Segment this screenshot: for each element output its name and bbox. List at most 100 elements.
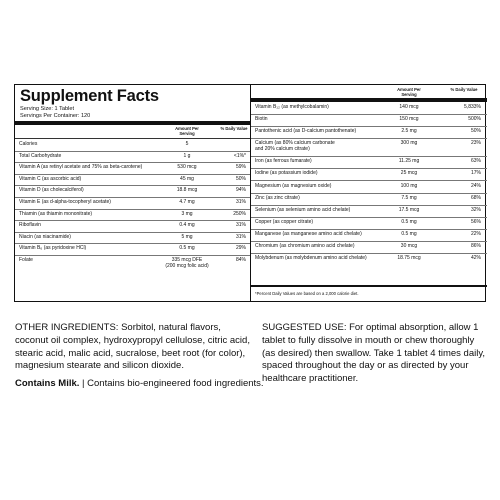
nutrient-amount: 0.5 mg xyxy=(401,218,417,225)
nutrient-name: Manganese (as manganese amino acid chela… xyxy=(255,230,362,237)
nutrient-amount: 300 mg xyxy=(400,140,418,147)
thick-divider-right xyxy=(251,98,487,102)
facts-right-column: Amount Per Serving % Daily Value Vitamin… xyxy=(251,85,487,301)
nutrient-amount: 100 mg xyxy=(400,182,418,189)
nutrient-name: Selenium (as selenium amino acid chelate… xyxy=(255,206,351,213)
nutrient-amount: 4.7 mg xyxy=(179,199,195,205)
nutrient-row: Zinc (as zinc citrate) 7.5 mg 68% xyxy=(251,194,487,206)
nutrient-daily-value: 94% xyxy=(235,187,246,194)
nutrient-amount: 2.5 mg xyxy=(401,128,417,135)
contains-milk: Contains Milk. xyxy=(15,378,80,389)
bioengineered-statement: | Contains bio-engineered food ingredien… xyxy=(79,378,264,389)
nutrient-name: Iron (as ferrous fumarate) xyxy=(255,158,312,165)
nutrient-amount: 25 mcg xyxy=(400,170,418,177)
nutrient-row: Calories 5 xyxy=(15,140,250,152)
nutrient-name: Zinc (as zinc citrate) xyxy=(255,194,300,201)
nutrient-row: Copper (as copper citrate) 0.5 mg 56% xyxy=(251,218,487,230)
bottom-divider xyxy=(251,285,487,287)
nutrient-name: Iodine (as potassium iodide) xyxy=(255,170,318,177)
nutrient-name: Vitamin C (as ascorbic acid) xyxy=(19,175,82,182)
nutrient-daily-value: 31% xyxy=(235,222,246,229)
nutrient-row: Selenium (as selenium amino acid chelate… xyxy=(251,206,487,218)
nutrient-name: Molybdenum (as molybdenum amino acid che… xyxy=(255,255,367,262)
nutrient-name: Chromium (as chromium amino acid chelate… xyxy=(255,243,355,249)
nutrient-amount: 17.5 mcg xyxy=(398,206,420,213)
nutrient-amount: 0.5 mg xyxy=(401,230,417,237)
nutrient-amount: 7.5 mg xyxy=(401,194,417,201)
nutrient-daily-value: 250% xyxy=(233,210,246,217)
nutrient-row: Total Carbohydrate 1 g <1%* xyxy=(15,152,250,164)
nutrient-row: Vitamin C (as ascorbic acid) 45 mg 50% xyxy=(15,175,250,187)
nutrient-row: Magnesium (as magnesium oxide) 100 mg 24% xyxy=(251,182,487,194)
nutrient-amount: 150 mcg xyxy=(399,116,419,123)
nutrient-daily-value: 56% xyxy=(470,218,481,225)
nutrient-row: Manganese (as manganese amino acid chela… xyxy=(251,230,487,242)
nutrient-daily-value: 17% xyxy=(470,170,481,177)
nutrient-name: Vitamin A (as retinyl acetate and 75% as… xyxy=(19,164,143,171)
nutrient-amount: 5 xyxy=(185,141,189,147)
nutrient-name: Vitamin B₆ (as pyridoxine HCl) xyxy=(19,245,87,252)
nutrient-daily-value: <1%* xyxy=(233,152,246,159)
nutrient-name-line2: and 20% calcium citrate) xyxy=(255,146,310,153)
nutrient-daily-value: 24% xyxy=(470,182,481,189)
nutrient-daily-value: 84% xyxy=(235,257,246,263)
nutrient-daily-value: 50% xyxy=(235,175,246,182)
nutrient-amount: 140 mcg xyxy=(399,104,419,110)
nutrient-name: Niacin (as niacinamide) xyxy=(19,233,71,240)
nutrient-amount: 0.5 mg xyxy=(179,245,195,252)
nutrient-name: Vitamin B₁₂ (as methylcobalamin) xyxy=(255,104,329,110)
nutrient-amount-line2: (200 mcg folic acid) xyxy=(165,263,209,269)
amount-header: Amount Per Serving xyxy=(175,126,199,136)
nutrient-daily-value: 59% xyxy=(235,164,246,171)
nutrient-row: Iron (as ferrous fumarate) 11.25 mg 63% xyxy=(251,157,487,170)
supplement-facts-panel: Supplement Facts Serving Size: 1 Tablet … xyxy=(14,84,487,302)
serving-size: Serving Size: 1 Tablet xyxy=(20,106,75,112)
nutrient-daily-value: 68% xyxy=(470,194,481,201)
nutrient-amount: 335 mcg DFE (200 mcg folic acid) xyxy=(165,257,209,269)
nutrient-amount: 18.75 mcg xyxy=(397,255,421,262)
nutrient-row: Vitamin B₆ (as pyridoxine HCl) 0.5 mg 29% xyxy=(15,244,250,256)
nutrient-daily-value: 5,833% xyxy=(464,104,481,110)
nutrient-row: Iodine (as potassium iodide) 25 mcg 17% xyxy=(251,169,487,182)
nutrient-daily-value: 31% xyxy=(235,233,246,240)
nutrient-name: Total Carbohydrate xyxy=(19,152,62,159)
nutrient-row: Biotin 150 mcg 500% xyxy=(251,115,487,128)
nutrient-daily-value: 500% xyxy=(468,116,481,123)
nutrient-daily-value: 31% xyxy=(235,199,246,205)
nutrient-amount: 3 mg xyxy=(181,210,193,217)
nutrient-daily-value: 50% xyxy=(470,128,481,135)
nutrient-amount: 11.25 mg xyxy=(398,158,420,165)
nutrient-amount: 45 mg xyxy=(180,175,194,182)
nutrient-name: Riboflavin xyxy=(19,222,41,229)
nutrient-name: Pantothenic acid (as D-calcium pantothen… xyxy=(255,128,357,135)
nutrient-row: Vitamin B₁₂ (as methylcobalamin) 140 mcg 5… xyxy=(251,103,487,116)
nutrient-daily-value: 86% xyxy=(470,243,481,249)
servings-per-container: Servings Per Container: 120 xyxy=(20,113,91,119)
dv-header: % Daily Value xyxy=(220,126,248,131)
nutrient-row: Vitamin D (as cholecalciferol) 18.8 mcg 94… xyxy=(15,186,250,198)
nutrient-name: Biotin xyxy=(255,116,268,123)
nutrient-amount: 530 mcg xyxy=(177,164,197,171)
nutrient-row: Vitamin E (as d-alpha-tocopheryl acetate… xyxy=(15,198,250,210)
nutrient-row: Vitamin A (as retinyl acetate and 75% as… xyxy=(15,163,250,175)
nutrient-row: Molybdenum (as molybdenum amino acid che… xyxy=(251,254,487,266)
nutrient-row: Chromium (as chromium amino acid chelate… xyxy=(251,242,487,255)
nutrient-daily-value: 29% xyxy=(235,245,246,252)
header-divider xyxy=(15,138,250,139)
nutrient-name: Folate xyxy=(19,257,33,263)
nutrient-amount: 18.8 mcg xyxy=(176,187,198,194)
nutrient-daily-value: 23% xyxy=(470,140,481,147)
nutrient-row: Riboflavin 0.4 mg 31% xyxy=(15,221,250,233)
footnote: *Percent Daily Values are based on a 2,0… xyxy=(255,291,359,296)
other-ingredients: OTHER INGREDIENTS: Sorbitol, natural fla… xyxy=(15,322,250,372)
nutrient-daily-value: 42% xyxy=(470,255,481,262)
nutrient-name: Calories xyxy=(19,141,38,147)
suggested-use: SUGGESTED USE: For optimal absorption, a… xyxy=(262,322,486,385)
facts-title: Supplement Facts xyxy=(20,87,159,105)
thick-divider xyxy=(15,121,250,125)
facts-left-column: Supplement Facts Serving Size: 1 Tablet … xyxy=(15,85,251,301)
nutrient-amount: 1 g xyxy=(183,152,191,159)
nutrient-row: Niacin (as niacinamide) 5 mg 31% xyxy=(15,233,250,245)
nutrient-row: Pantothenic acid (as D-calcium pantothen… xyxy=(251,127,487,140)
nutrient-amount: 0.4 mg xyxy=(179,222,195,229)
